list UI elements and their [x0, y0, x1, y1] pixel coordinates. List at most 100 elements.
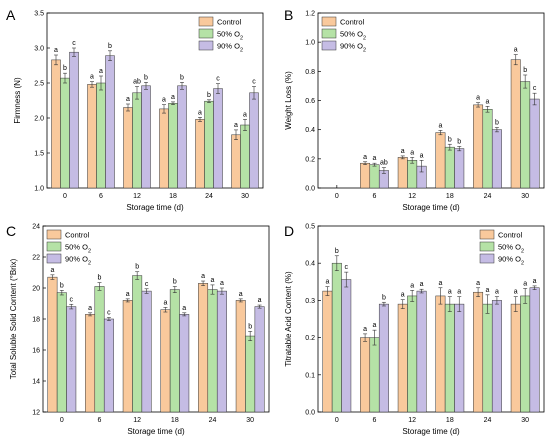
bar [454, 303, 465, 413]
x-tick-label: 0 [60, 417, 64, 424]
x-tick-label: 6 [373, 417, 377, 424]
significance-letter: a [401, 148, 405, 155]
bar [407, 160, 418, 189]
significance-letter: a [163, 299, 167, 306]
x-axis-title: Storage time (d) [127, 427, 185, 436]
legend-swatch [198, 28, 214, 39]
bar [168, 103, 178, 189]
x-tick-label: 24 [484, 417, 492, 424]
x-tick-label: 0 [335, 417, 339, 424]
bar [179, 314, 190, 413]
significance-letter: a [486, 98, 490, 105]
legend-label: 90% O2 [340, 42, 366, 54]
y-tick-label: 0.6 [305, 98, 315, 105]
bar [397, 303, 408, 413]
y-axis-title: Firmness (N) [13, 77, 22, 124]
y-tick-label: 24 [32, 224, 40, 231]
bar [87, 84, 97, 189]
x-axis-title: Storage time (d) [402, 427, 460, 436]
significance-letter: a [476, 95, 480, 102]
legend-swatch [46, 229, 62, 240]
y-tick-label: 1.0 [305, 40, 315, 47]
legend-label: 50% O2 [65, 243, 91, 255]
legend-swatch [321, 28, 337, 39]
bar [103, 318, 114, 413]
significance-letter: a [523, 280, 527, 287]
significance-letter: ab [133, 79, 141, 86]
x-tick-label: 12 [133, 193, 141, 200]
significance-letter: b [457, 138, 461, 145]
significance-letter: b [180, 74, 184, 81]
legend-label: 90% O2 [65, 255, 91, 267]
bar [213, 88, 223, 189]
bar [249, 92, 259, 189]
legend-swatch [479, 229, 495, 240]
bar [96, 82, 106, 189]
bar [141, 85, 151, 189]
bar [444, 146, 455, 189]
x-axis-title: Storage time (d) [126, 203, 184, 212]
legend-swatch [321, 40, 337, 51]
significance-letter: b [495, 119, 499, 126]
x-tick-label: 12 [408, 417, 416, 424]
significance-letter: a [438, 280, 442, 287]
significance-letter: a [373, 322, 377, 329]
y-tick-label: 3.5 [34, 11, 44, 18]
bar [132, 92, 142, 189]
bar [331, 262, 342, 413]
bar [444, 303, 455, 413]
significance-letter: a [410, 149, 414, 156]
x-tick-label: 0 [335, 193, 339, 200]
legend-label: Control [65, 231, 90, 240]
significance-letter: b [135, 264, 139, 271]
panel-label: A [6, 7, 16, 23]
x-tick-label: 30 [521, 417, 529, 424]
bar [198, 283, 209, 413]
significance-letter: a [486, 287, 490, 294]
significance-letter: c [216, 76, 220, 83]
bar [397, 157, 408, 189]
significance-letter: a [211, 277, 215, 284]
significance-letter: a [234, 122, 238, 129]
legend-label: Control [340, 18, 365, 27]
significance-letter: a [438, 122, 442, 129]
x-tick-label: 24 [484, 193, 492, 200]
y-tick-label: 18 [32, 317, 40, 324]
legend-swatch [198, 16, 214, 27]
chart-panel-d: D 0.0 0.1 0.2 0.3 0.4 0.5 Titratable Acid Conte… [284, 223, 545, 436]
bar [407, 295, 418, 413]
y-tick-label: 1.5 [34, 151, 44, 158]
x-tick-label: 18 [171, 417, 179, 424]
significance-letter: c [107, 309, 111, 316]
y-tick-label: 1.2 [305, 11, 315, 18]
bar [510, 303, 521, 413]
bar [435, 295, 446, 413]
significance-letter: c [533, 85, 537, 92]
chart-panel-b: B 0.0 0.2 0.4 0.6 0.8 1.0 1.2 Weight Loss (%) Sto… [284, 7, 545, 212]
significance-letter: b [98, 275, 102, 282]
bar [369, 164, 380, 189]
significance-letter: a [50, 267, 54, 274]
significance-letter: b [207, 92, 211, 99]
bar [132, 275, 143, 413]
x-tick-label: 30 [241, 193, 249, 200]
y-tick-label: 0.4 [305, 261, 315, 268]
significance-letter: c [145, 281, 149, 288]
significance-letter: b [144, 74, 148, 81]
legend-swatch [479, 253, 495, 264]
chart-panel-a: A 1.0 1.5 2.0 2.5 3.0 3.5 Firmness (N) Storage t… [6, 7, 264, 212]
significance-letter: a [126, 291, 130, 298]
x-tick-label: 0 [63, 193, 67, 200]
x-tick-label: 6 [98, 417, 102, 424]
bar [160, 309, 171, 413]
x-tick-label: 12 [408, 193, 416, 200]
x-tick-label: 6 [373, 193, 377, 200]
y-tick-label: 16 [32, 348, 40, 355]
bar [369, 337, 380, 413]
significance-letter: a [54, 47, 58, 54]
significance-letter: b [382, 294, 386, 301]
plot-frame [317, 225, 545, 413]
significance-letter: b [60, 282, 64, 289]
